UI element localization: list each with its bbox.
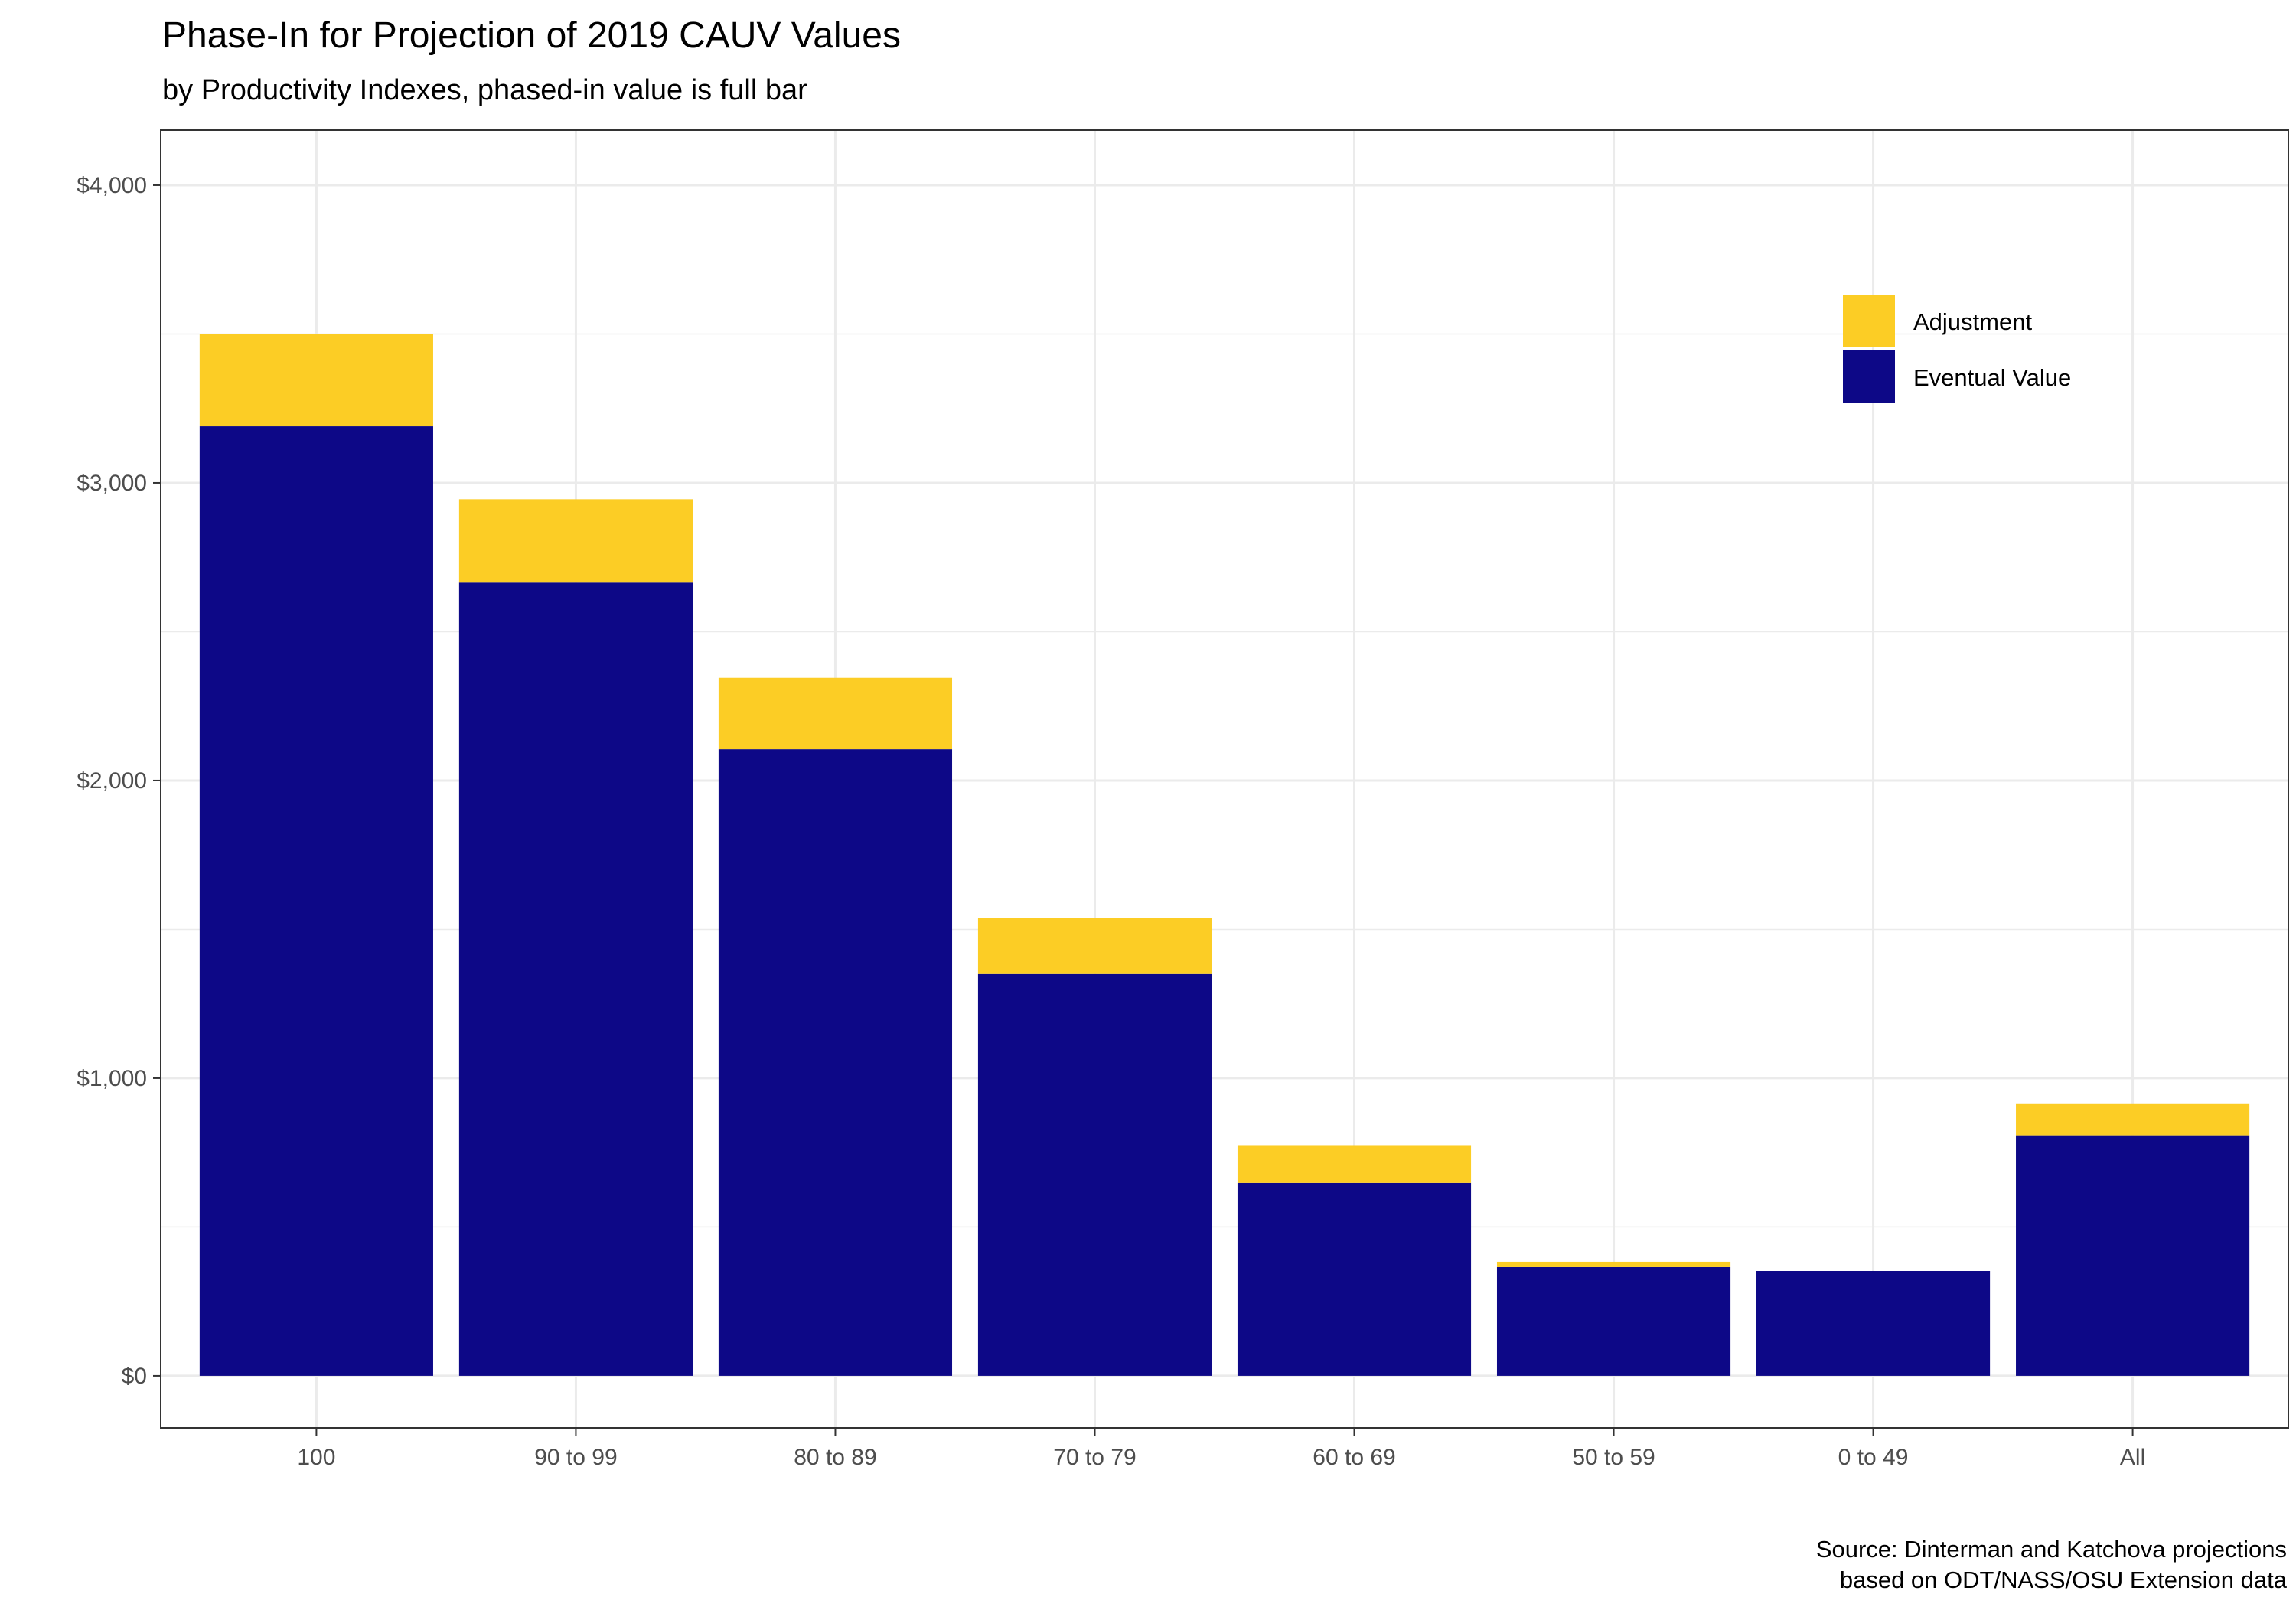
chart-subtitle: by Productivity Indexes, phased-in value…	[162, 74, 807, 106]
legend-label-eventual-value: Eventual Value	[1913, 364, 2071, 391]
bar-eventual-value	[458, 582, 693, 1376]
bar-eventual-value	[977, 973, 1212, 1376]
y-tick-label: $3,000	[77, 471, 147, 496]
x-tick-label: 80 to 89	[794, 1445, 876, 1470]
bar-eventual-value	[1237, 1182, 1472, 1376]
legend-label-adjustment: Adjustment	[1913, 308, 2032, 335]
bar-eventual-value	[718, 749, 953, 1376]
bar-eventual-value	[1756, 1271, 1991, 1376]
y-tick-label: $4,000	[77, 173, 147, 198]
x-tick-label: 0 to 49	[1838, 1445, 1909, 1470]
x-axis: 100 90 to 99 80 to 89 70 to 79 60 to 69 50 to…	[297, 1428, 2145, 1470]
bar-adjustment	[1496, 1261, 1731, 1267]
y-tick-label: $0	[122, 1364, 147, 1389]
bars	[199, 334, 2250, 1376]
bar-adjustment	[458, 499, 693, 583]
bar-eventual-value	[199, 426, 433, 1376]
y-axis: $0 $1,000 $2,000 $3,000 $4,000	[77, 173, 161, 1389]
bar-adjustment	[2016, 1103, 2250, 1136]
bar-adjustment	[718, 677, 953, 750]
x-tick-label: 100	[297, 1445, 335, 1470]
chart-title: Phase-In for Projection of 2019 CAUV Val…	[162, 15, 901, 56]
plot-panel-border	[160, 129, 2289, 1429]
y-tick-label: $2,000	[77, 768, 147, 794]
caption-line-2: based on ODT/NASS/OSU Extension data	[1840, 1566, 2288, 1593]
x-tick-label: 70 to 79	[1053, 1445, 1136, 1470]
bar-adjustment	[1237, 1145, 1472, 1183]
legend-key-adjustment	[1843, 295, 1895, 347]
x-tick-label: 60 to 69	[1313, 1445, 1395, 1470]
legend-key-eventual-value	[1843, 350, 1895, 403]
legend: Adjustment Eventual Value	[1843, 295, 2071, 403]
bar-adjustment	[977, 918, 1212, 974]
x-tick-label: 50 to 59	[1572, 1445, 1655, 1470]
x-tick-label: All	[2120, 1445, 2145, 1470]
bar-eventual-value	[1496, 1266, 1731, 1376]
caption-line-1: Source: Dinterman and Katchova projectio…	[1816, 1536, 2287, 1563]
bar-adjustment	[199, 334, 433, 427]
x-tick-label: 90 to 99	[534, 1445, 617, 1470]
bar-eventual-value	[2016, 1135, 2250, 1376]
y-tick-label: $1,000	[77, 1066, 147, 1091]
